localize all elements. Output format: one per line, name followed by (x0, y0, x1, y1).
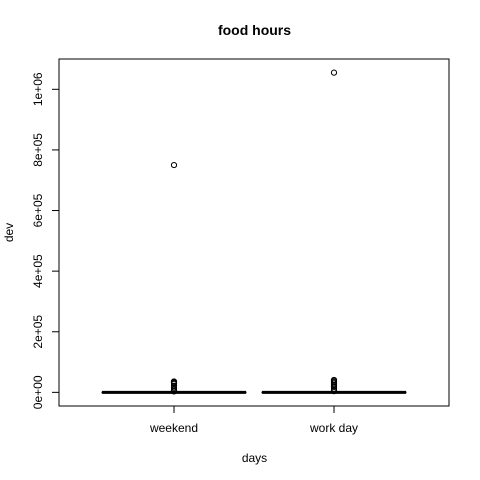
box-group-work-day (261, 69, 407, 395)
y-tick-label: 0e+00 (31, 375, 45, 409)
outlier-point (170, 388, 178, 395)
y-tick-label: 4e+05 (31, 254, 45, 288)
x-tick-label: weekend (149, 421, 198, 435)
outlier-point (330, 69, 338, 76)
outlier-point (330, 383, 338, 391)
outlier-point (330, 388, 338, 395)
y-tick-label: 1e+06 (31, 72, 45, 106)
y-tick-label: 6e+05 (31, 193, 45, 227)
x-axis-title: days (242, 451, 267, 465)
x-axis: weekend work day (149, 405, 358, 435)
chart-title: food hours (218, 22, 291, 38)
y-tick-label: 2e+05 (31, 315, 45, 349)
box-group-weekend (101, 161, 247, 395)
y-tick-label: 8e+05 (31, 133, 45, 167)
x-tick-label: work day (309, 421, 358, 435)
outlier-point (170, 161, 178, 169)
y-axis: 0e+00 2e+05 4e+05 6e+05 8e+05 1e+06 (31, 72, 60, 409)
box-series (101, 69, 407, 395)
y-axis-title: dev (2, 223, 16, 242)
